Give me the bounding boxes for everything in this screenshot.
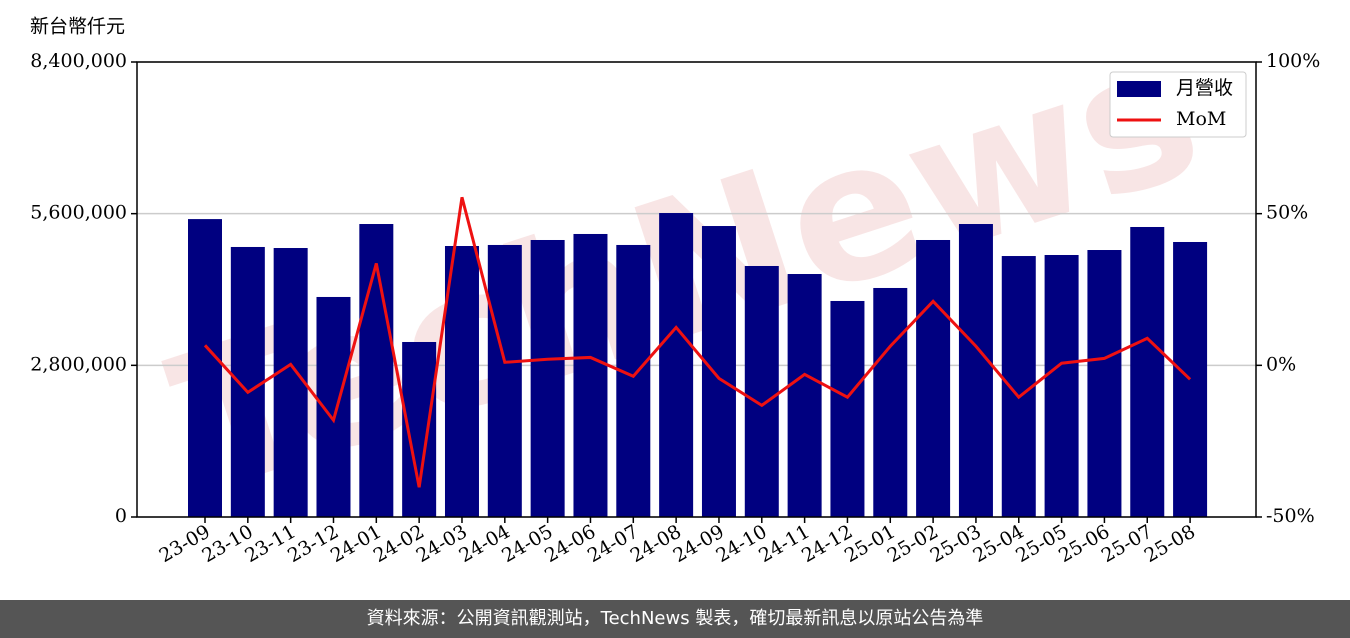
bar xyxy=(1173,241,1208,517)
y-tick-label: 8,400,000 xyxy=(30,50,127,72)
y2-tick-label: 0% xyxy=(1266,353,1296,375)
bar xyxy=(1130,226,1165,517)
bar xyxy=(1087,250,1122,517)
y-axis-label: 新台幣仟元 xyxy=(30,16,125,38)
y2-tick-label: 100% xyxy=(1266,50,1320,72)
bar xyxy=(744,265,779,517)
bar xyxy=(573,233,608,517)
chart: 新台幣仟元 TechNews02,800,0005,600,0008,400,0… xyxy=(30,0,1320,567)
bar xyxy=(230,246,265,517)
bar xyxy=(916,239,951,517)
line xyxy=(203,196,1192,488)
legend-swatch xyxy=(1117,81,1161,97)
y-tick-label: 5,600,000 xyxy=(30,202,127,224)
bar xyxy=(830,300,865,517)
bar xyxy=(958,224,993,517)
bar xyxy=(616,244,651,517)
bar xyxy=(530,239,565,517)
bar xyxy=(873,287,908,517)
x-tick-label: 25-08 xyxy=(1141,521,1199,567)
bar xyxy=(273,248,308,517)
plot-frame xyxy=(136,61,1257,518)
bar xyxy=(659,213,694,517)
bar xyxy=(359,224,394,517)
y2-tick-label: 50% xyxy=(1266,202,1308,224)
legend-label: 月營收 xyxy=(1176,77,1233,99)
bar xyxy=(1044,254,1079,517)
footer: 資料來源：公開資訊觀測站，TechNews 製表，確切最新訊息以原站公告為準 xyxy=(0,600,1350,638)
bar xyxy=(787,274,822,517)
bar xyxy=(188,219,222,518)
bar xyxy=(701,226,736,517)
y-tick-label: 0 xyxy=(115,505,127,527)
y-tick-label: 2,800,000 xyxy=(30,353,127,375)
bar xyxy=(444,246,479,518)
bar xyxy=(487,244,522,517)
legend-label: MoM xyxy=(1176,108,1226,130)
y2-tick-label: -50% xyxy=(1266,505,1315,527)
